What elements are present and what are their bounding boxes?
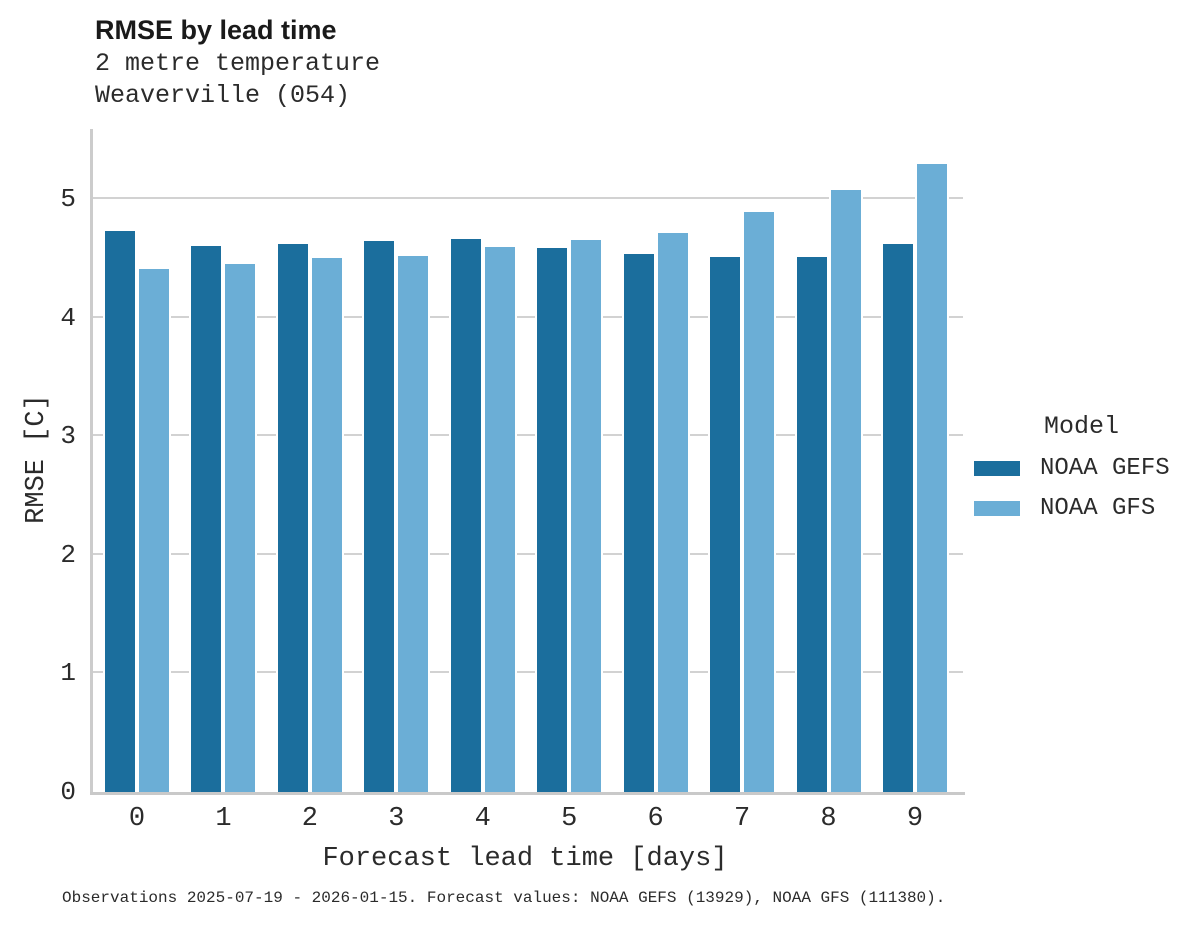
bar-noaa-gefs-lead-7 bbox=[708, 254, 743, 792]
chart-header: RMSE by lead time 2 metre temperature We… bbox=[95, 14, 380, 110]
bar-noaa-gefs-lead-8 bbox=[794, 254, 829, 792]
y-axis-tick-labels: 0 1 2 3 4 5 bbox=[20, 129, 76, 807]
bar-noaa-gfs-lead-1 bbox=[223, 261, 258, 792]
gridline-y-2 bbox=[93, 552, 963, 555]
x-axis-spine bbox=[90, 792, 965, 795]
x-tick-label-8: 8 bbox=[820, 804, 837, 834]
y-tick-label-3: 3 bbox=[60, 421, 76, 452]
x-tick-label-4: 4 bbox=[474, 804, 491, 834]
y-tick-label-0: 0 bbox=[60, 777, 76, 807]
gridline-y-1 bbox=[93, 671, 963, 674]
legend: Model NOAA GEFS NOAA GFS bbox=[974, 412, 1189, 535]
bar-noaa-gefs-lead-3 bbox=[362, 239, 397, 792]
bar-group-lead-4 bbox=[448, 129, 517, 792]
bar-noaa-gfs-lead-4 bbox=[482, 245, 517, 792]
legend-item-noaa-gfs: NOAA GFS bbox=[974, 495, 1189, 522]
bar-noaa-gfs-lead-7 bbox=[742, 209, 777, 792]
x-tick-label-3: 3 bbox=[388, 804, 405, 834]
bar-noaa-gefs-lead-9 bbox=[880, 241, 915, 792]
bar-noaa-gefs-lead-4 bbox=[448, 236, 483, 792]
bar-noaa-gfs-lead-8 bbox=[828, 188, 863, 792]
y-axis-spine bbox=[90, 129, 93, 795]
bar-noaa-gefs-lead-5 bbox=[535, 246, 570, 792]
x-axis-title: Forecast lead time [days] bbox=[322, 844, 728, 874]
bar-noaa-gfs-lead-3 bbox=[396, 253, 431, 792]
bar-noaa-gefs-lead-1 bbox=[189, 244, 224, 792]
x-tick-label-1: 1 bbox=[215, 804, 232, 834]
gridline-y-4 bbox=[93, 315, 963, 318]
x-tick-label-0: 0 bbox=[128, 804, 146, 834]
gridline-y-5 bbox=[93, 196, 963, 199]
bar-group-lead-2 bbox=[275, 129, 344, 792]
gridline-y-3 bbox=[93, 434, 963, 437]
y-tick-label-5: 5 bbox=[60, 183, 76, 214]
x-tick-label-7: 7 bbox=[733, 804, 751, 834]
legend-title: Model bbox=[1043, 412, 1119, 441]
legend-label: NOAA GFS bbox=[1040, 495, 1156, 522]
legend-items: NOAA GEFS NOAA GFS bbox=[974, 455, 1189, 522]
footer-caption: Observations 2025-07-19 - 2026-01-15. Fo… bbox=[62, 889, 946, 907]
chart-title: RMSE by lead time bbox=[95, 15, 337, 45]
legend-item-noaa-gefs: NOAA GEFS bbox=[974, 455, 1189, 482]
bar-noaa-gfs-lead-0 bbox=[137, 266, 171, 792]
bar-noaa-gfs-lead-2 bbox=[309, 255, 344, 792]
chart-subtitle-station: Weaverville (054) bbox=[95, 81, 351, 110]
bar-group-lead-1 bbox=[189, 129, 258, 792]
x-axis-tick-labels: 0 1 2 3 4 5 6 7 8 9 bbox=[93, 804, 957, 834]
y-tick-label-4: 4 bbox=[60, 302, 76, 333]
y-tick-label-1: 1 bbox=[60, 658, 76, 689]
bar-noaa-gfs-lead-9 bbox=[914, 162, 949, 792]
legend-swatch bbox=[974, 461, 1020, 476]
bar-group-lead-5 bbox=[535, 129, 604, 792]
bar-noaa-gefs-lead-0 bbox=[103, 228, 137, 792]
x-tick-label-2: 2 bbox=[301, 804, 318, 834]
plot-area bbox=[90, 129, 965, 795]
legend-swatch bbox=[974, 501, 1020, 516]
bar-group-lead-0 bbox=[103, 129, 171, 792]
x-tick-label-9: 9 bbox=[906, 804, 924, 834]
chart-subtitle-variable: 2 metre temperature bbox=[95, 49, 381, 78]
bar-group-lead-9 bbox=[880, 129, 949, 792]
bar-noaa-gfs-lead-5 bbox=[569, 238, 604, 792]
x-tick-label-5: 5 bbox=[561, 804, 578, 834]
bar-noaa-gefs-lead-2 bbox=[275, 241, 310, 792]
legend-label: NOAA GEFS bbox=[1040, 455, 1170, 482]
bar-noaa-gfs-lead-6 bbox=[655, 231, 690, 792]
bar-noaa-gefs-lead-6 bbox=[621, 252, 656, 792]
bars-container bbox=[93, 129, 957, 792]
bar-group-lead-7 bbox=[708, 129, 777, 792]
x-tick-label-6: 6 bbox=[647, 804, 664, 834]
bar-group-lead-6 bbox=[621, 129, 690, 792]
bar-group-lead-8 bbox=[794, 129, 863, 792]
y-tick-label-2: 2 bbox=[60, 539, 76, 570]
bar-group-lead-3 bbox=[362, 129, 431, 792]
